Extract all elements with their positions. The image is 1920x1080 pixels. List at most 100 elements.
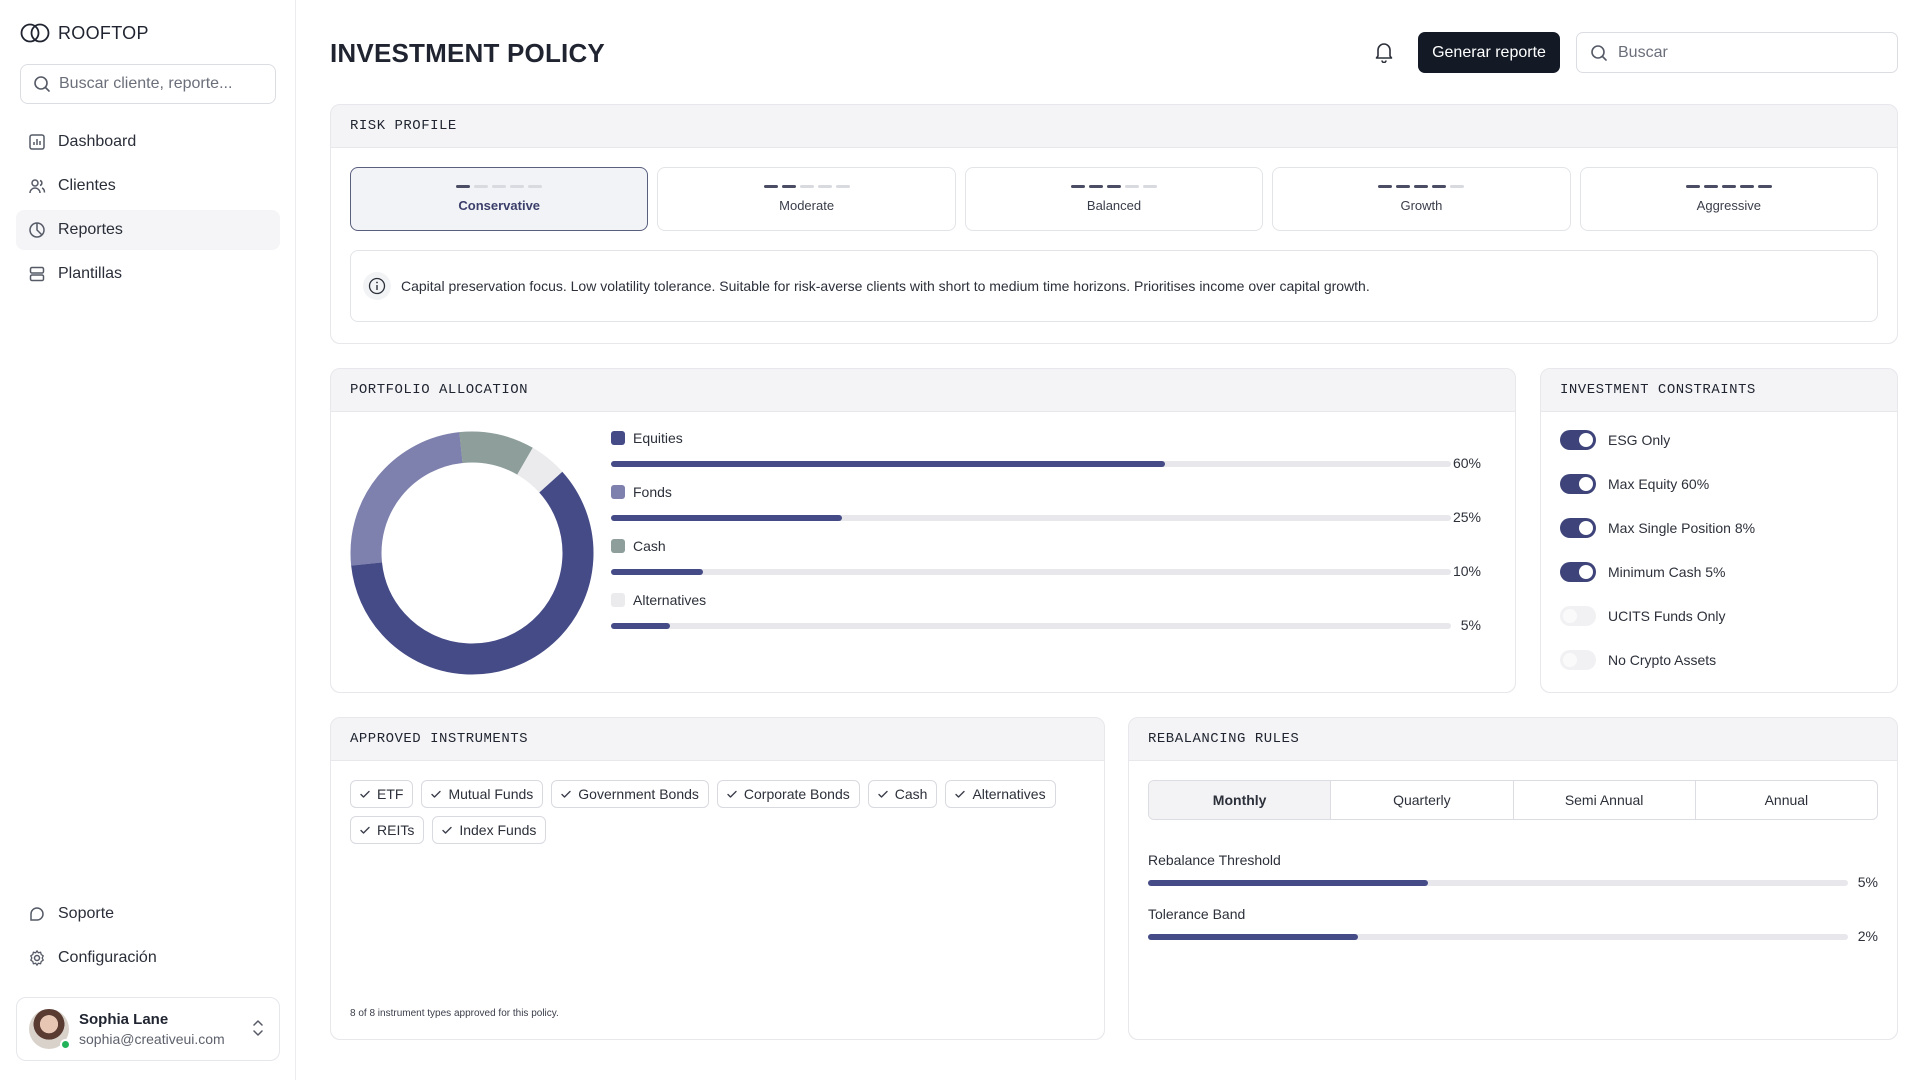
avatar xyxy=(29,1009,71,1050)
instrument-chip[interactable]: Corporate Bonds xyxy=(716,780,860,808)
allocation-label: Fonds xyxy=(611,483,1481,501)
tab-monthly[interactable]: Monthly xyxy=(1149,781,1332,819)
allocation-label: Cash xyxy=(611,537,1481,555)
constraint-label: Minimum Cash 5% xyxy=(1608,564,1726,580)
constraint-toggle[interactable] xyxy=(1560,650,1596,670)
constraint-toggle[interactable] xyxy=(1560,518,1596,538)
allocation-bar-track xyxy=(611,515,1451,521)
search-input[interactable]: Buscar xyxy=(1576,32,1898,73)
tab-semi-annual[interactable]: Semi Annual xyxy=(1514,781,1696,819)
allocation-bar-track xyxy=(611,569,1451,575)
risk-level-segment xyxy=(835,185,850,188)
card-title: PORTFOLIO ALLOCATION xyxy=(350,382,529,398)
allocation-bar-fill xyxy=(611,623,670,629)
instrument-chip-label: Index Funds xyxy=(459,822,537,838)
rule-label: Tolerance Band xyxy=(1148,906,1246,922)
instrument-chip[interactable]: Index Funds xyxy=(432,816,547,844)
instrument-chip-label: ETF xyxy=(377,786,404,802)
sidebar-item-soporte[interactable]: Soporte xyxy=(16,894,280,934)
instrument-chip[interactable]: Government Bonds xyxy=(551,780,709,808)
risk-level-segment xyxy=(799,185,814,188)
rebalancing-frequency-tabs: Monthly Quarterly Semi Annual Annual xyxy=(1148,780,1878,820)
rule-value: 5% xyxy=(1857,874,1878,890)
allocation-percent: 10% xyxy=(1452,563,1481,579)
risk-option-aggressive[interactable]: Aggressive xyxy=(1579,167,1879,231)
risk-level-indicator xyxy=(456,185,543,188)
risk-level-segment xyxy=(492,185,507,188)
card-title: REBALANCING RULES xyxy=(1148,731,1300,747)
constraint-row: Max Single Position 8% xyxy=(1560,517,1755,539)
search-placeholder: Buscar xyxy=(1618,43,1668,61)
constraint-toggle[interactable] xyxy=(1560,606,1596,626)
risk-level-segment xyxy=(781,185,796,188)
user-name: Sophia Lane xyxy=(79,1011,169,1028)
search-icon xyxy=(34,76,50,92)
constraint-toggle[interactable] xyxy=(1560,562,1596,582)
allocation-row-fonds: Fonds 25% xyxy=(611,483,1481,525)
generate-report-button[interactable]: Generar reporte xyxy=(1418,32,1560,73)
instrument-chip[interactable]: REITs xyxy=(350,816,425,844)
constraint-label: ESG Only xyxy=(1608,432,1671,448)
constraint-toggle[interactable] xyxy=(1560,430,1596,450)
user-menu[interactable]: Sophia Lane sophia@creativeui.com xyxy=(16,997,280,1061)
sidebar-item-label: Dashboard xyxy=(58,133,137,150)
risk-level-segment xyxy=(456,185,471,188)
constraint-toggle[interactable] xyxy=(1560,474,1596,494)
instrument-chip[interactable]: Alternatives xyxy=(945,780,1056,808)
risk-level-segment xyxy=(528,185,543,188)
instrument-chip[interactable]: Mutual Funds xyxy=(421,780,544,808)
info-icon xyxy=(363,272,391,300)
sidebar-item-configuracion[interactable]: Configuración xyxy=(16,938,280,978)
sidebar-item-label: Reportes xyxy=(58,221,123,238)
allocation-name: Alternatives xyxy=(633,592,707,608)
risk-option-conservative[interactable]: Conservative xyxy=(350,167,649,231)
donut-slice-cash xyxy=(350,431,594,675)
instruments-footnote: 8 of 8 instrument types approved for thi… xyxy=(350,1008,559,1019)
sidebar-search-input[interactable]: Buscar cliente, reporte... xyxy=(20,64,276,104)
instrument-chip[interactable]: ETF xyxy=(350,780,414,808)
risk-option-balanced[interactable]: Balanced xyxy=(964,167,1264,231)
sidebar-item-label: Soporte xyxy=(58,905,115,922)
card-title: APPROVED INSTRUMENTS xyxy=(350,731,529,747)
risk-level-segment xyxy=(1757,185,1772,188)
constraint-label: Max Single Position 8% xyxy=(1608,520,1756,536)
risk-level-segment xyxy=(1703,185,1718,188)
risk-level-segment xyxy=(1143,185,1158,188)
risk-level-segment xyxy=(1721,185,1736,188)
allocation-percent: 60% xyxy=(1452,455,1481,471)
risk-level-segment xyxy=(1107,185,1122,188)
rule-bar-fill xyxy=(1148,880,1428,886)
constraint-row: Minimum Cash 5% xyxy=(1560,561,1725,583)
constraint-label: UCITS Funds Only xyxy=(1608,608,1726,624)
sidebar-item-clientes[interactable]: Clientes xyxy=(16,166,280,206)
sidebar-item-dashboard[interactable]: Dashboard xyxy=(16,122,280,162)
sidebar-item-reportes[interactable]: Reportes xyxy=(16,210,280,250)
check-icon xyxy=(727,790,737,798)
constraint-row: ESG Only xyxy=(1560,429,1670,451)
portfolio-allocation-body: Equities 60% Fonds 25% Cash 10% Alternatives 5% xyxy=(331,411,1515,692)
users-icon xyxy=(29,179,46,194)
allocation-name: Equities xyxy=(633,430,683,446)
risk-level-indicator xyxy=(1378,185,1465,188)
instrument-chip[interactable]: Cash xyxy=(867,780,938,808)
risk-option-growth[interactable]: Growth xyxy=(1272,167,1571,231)
check-icon xyxy=(561,790,571,798)
bell-icon[interactable] xyxy=(1374,41,1394,63)
instrument-chip-label: Mutual Funds xyxy=(448,786,534,802)
tab-quarterly[interactable]: Quarterly xyxy=(1331,781,1514,819)
sidebar-item-plantillas[interactable]: Plantillas xyxy=(16,254,280,294)
allocation-row-alternatives: Alternatives 5% xyxy=(611,591,1481,633)
risk-level-segment xyxy=(1414,185,1429,188)
allocation-row-equities: Equities 60% xyxy=(611,429,1481,471)
risk-option-moderate[interactable]: Moderate xyxy=(657,167,956,231)
instrument-chip-label: Corporate Bonds xyxy=(743,786,850,802)
sidebar-search-placeholder: Buscar cliente, reporte... xyxy=(59,75,233,92)
brand-logo[interactable]: ROOFTOP xyxy=(20,20,149,46)
allocation-name: Fonds xyxy=(633,484,672,500)
allocation-bar-fill xyxy=(611,515,842,521)
rule-bar-track xyxy=(1148,880,1848,886)
rule-bar-fill xyxy=(1148,934,1358,940)
tab-annual[interactable]: Annual xyxy=(1764,792,1809,808)
risk-option-label: Aggressive xyxy=(1696,198,1761,213)
online-status-dot xyxy=(60,1039,71,1050)
